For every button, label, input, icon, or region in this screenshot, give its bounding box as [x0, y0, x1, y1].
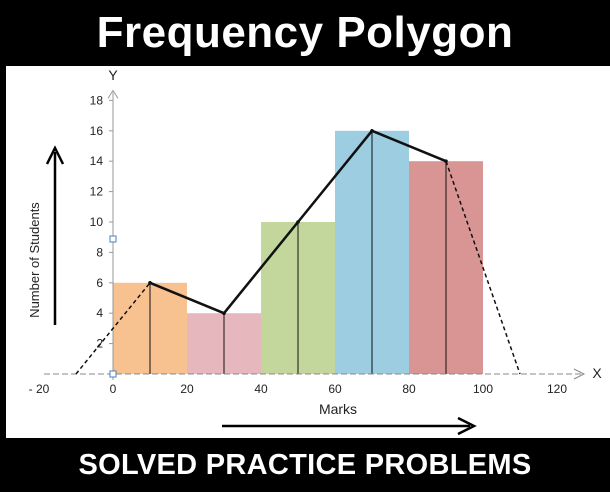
y-tick-label-1: 4: [96, 306, 103, 320]
polygon-point-3: [370, 129, 374, 133]
y-axis-title: Number of Students: [27, 202, 42, 318]
polygon-start-segment: [75, 282, 151, 375]
y-axis-arrow: [107, 89, 119, 99]
x-axis-title: Marks: [319, 401, 357, 417]
y-tick-label-7: 16: [90, 124, 104, 138]
x-tick-label-0: - 20: [29, 382, 50, 396]
x-tick-label-2: 20: [180, 382, 194, 396]
x-tick-label-7: 120: [547, 382, 567, 396]
y-axis-marker: [109, 235, 117, 243]
polygon-point-0: [148, 281, 152, 285]
x-axis-letter: X: [592, 365, 602, 381]
y-tick-label-2: 6: [96, 276, 103, 290]
y-tick-label-6: 14: [90, 154, 104, 168]
y-tick-label-8: 18: [90, 93, 104, 107]
y-tick-label-3: 8: [96, 245, 103, 259]
right-arrow-head: [457, 416, 477, 436]
y-tick-label-5: 12: [90, 185, 104, 199]
subtitle-banner: SOLVED PRACTICE PROBLEMS: [0, 438, 610, 492]
x-tick-label-4: 60: [328, 382, 342, 396]
polygon-point-1: [222, 311, 226, 316]
x-tick-label-3: 40: [254, 382, 268, 396]
origin-marker: [109, 370, 117, 378]
x-axis-arrow: [573, 368, 586, 380]
up-arrow-head: [45, 145, 65, 165]
title-banner: Frequency Polygon: [0, 0, 610, 66]
page-title: Frequency Polygon: [96, 8, 514, 57]
x-tick-label-1: 0: [110, 382, 117, 396]
x-tick-label-6: 100: [473, 382, 493, 396]
y-tick-label-4: 10: [90, 215, 104, 229]
page-subtitle: SOLVED PRACTICE PROBLEMS: [78, 448, 532, 481]
y-axis-letter: Y: [108, 67, 118, 83]
x-tick-label-5: 80: [402, 382, 416, 396]
polygon-point-2: [296, 220, 300, 224]
polygon-point-4: [444, 159, 448, 163]
polygon-end-segment: [445, 160, 521, 375]
